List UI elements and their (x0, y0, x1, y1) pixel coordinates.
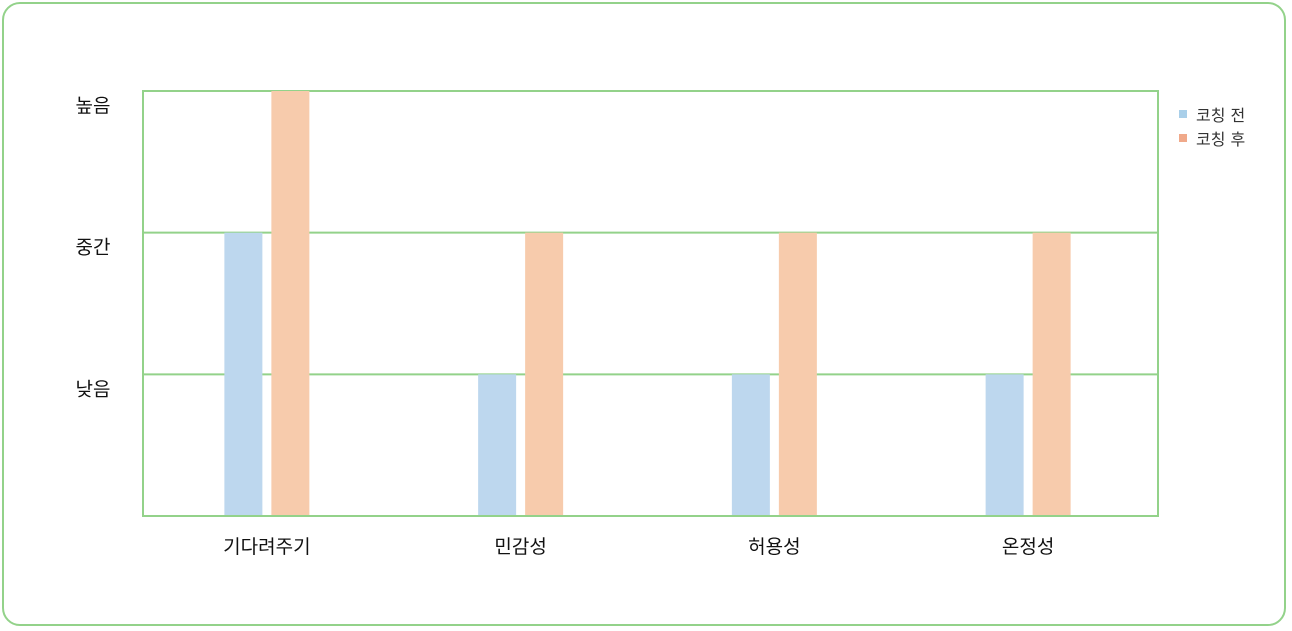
y-tick-label: 중간 (76, 237, 111, 259)
x-tick-label: 기다려주기 (223, 536, 310, 558)
bar (224, 232, 263, 515)
bar (525, 232, 564, 515)
legend-label: 코칭 전 (1196, 106, 1245, 125)
legend: 코칭 전코칭 후 (1179, 106, 1245, 149)
legend-label: 코칭 후 (1196, 130, 1245, 149)
plot-frame (142, 90, 1159, 517)
bar (1032, 232, 1071, 515)
y-tick-label: 높음 (76, 95, 111, 117)
x-tick-label: 온정성 (1002, 536, 1054, 558)
x-tick-label: 민감성 (494, 536, 546, 558)
bar (271, 91, 310, 515)
bar (731, 374, 770, 515)
x-axis-ticks: 기다려주기 민감성 허용성 온정성 (223, 536, 1054, 558)
y-tick-label: 낮음 (76, 378, 111, 400)
x-tick-label: 허용성 (748, 536, 800, 558)
bar (478, 374, 517, 515)
legend-marker (1179, 134, 1187, 142)
bar (985, 374, 1024, 515)
bar (778, 232, 817, 515)
legend-marker (1179, 110, 1187, 118)
bars (224, 91, 1071, 515)
y-axis-ticks: 낮음 중간 높음 (76, 95, 111, 400)
